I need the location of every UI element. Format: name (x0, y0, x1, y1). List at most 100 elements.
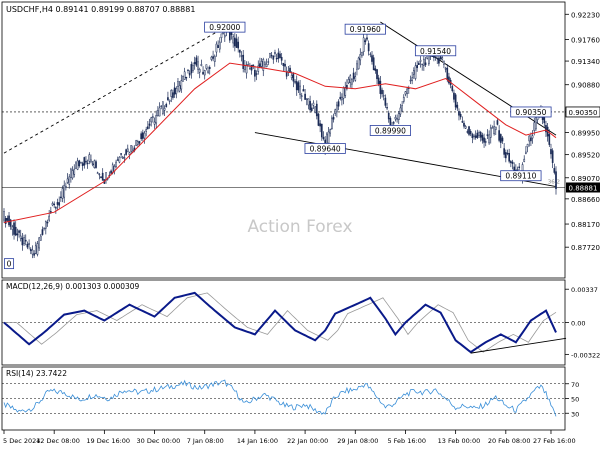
candle-body (33, 253, 35, 256)
candle-body (486, 134, 489, 136)
candle-body (466, 131, 469, 133)
candle-body (471, 134, 474, 138)
candle-body (481, 134, 484, 141)
candle-body (232, 36, 234, 44)
candle-body (71, 170, 74, 179)
time-tick-label: 14 Jan 16:00 (237, 437, 278, 445)
price-annotation-label: 0.91540 (420, 47, 451, 56)
candle-body (178, 85, 181, 92)
candle-body (50, 211, 52, 213)
candle-body (498, 130, 500, 141)
candle-body (377, 77, 380, 84)
candle-body (101, 172, 104, 181)
candle-body (270, 54, 273, 57)
candle-body (239, 49, 241, 53)
macd-label: MACD(12,26,9) 0.001303 0.000309 (6, 282, 140, 291)
candle-body (267, 61, 270, 63)
candle-body (376, 69, 378, 80)
candle-body (361, 52, 363, 56)
candle-body (55, 207, 57, 209)
candle-body (469, 131, 472, 135)
candle-body (327, 131, 330, 144)
candle-body (143, 132, 146, 139)
candle-body (250, 64, 253, 71)
candle-body (364, 40, 367, 43)
candle-body (76, 160, 79, 170)
candle-body (56, 202, 59, 205)
candle-body (402, 96, 405, 102)
price-annotation-box (304, 143, 346, 154)
candle-body (374, 68, 377, 71)
candle-body (297, 82, 300, 91)
candle-body (205, 64, 208, 69)
candle-body (342, 87, 345, 99)
candle-body (252, 64, 255, 67)
candle-body (116, 159, 119, 161)
candle-body (93, 160, 96, 168)
candle-body (96, 172, 99, 174)
candle-body (312, 102, 315, 106)
candle-body (389, 118, 392, 126)
candle-body (468, 126, 470, 135)
candle-body (63, 184, 66, 198)
candle-body (511, 161, 514, 164)
candle-body (90, 159, 92, 163)
candle-body (188, 73, 191, 76)
time-tick-label: 22 Jan 00:00 (287, 437, 328, 445)
candle-body (140, 133, 142, 140)
candle-body (414, 65, 417, 79)
price-tick-label: 0.89950 (571, 130, 600, 138)
price-annotation-box (414, 45, 457, 57)
candle-body (550, 149, 552, 155)
candle-body (136, 141, 139, 145)
candle-body (44, 221, 47, 229)
candle-body (210, 56, 213, 60)
candle-body (501, 137, 504, 142)
candle-body (463, 122, 465, 127)
candle-body (53, 203, 56, 206)
price-annotation-box (500, 170, 542, 182)
macd-trendline (470, 337, 567, 354)
candle-body (185, 76, 188, 79)
candle-body (369, 53, 372, 56)
candle-body (220, 33, 223, 39)
candle-body (290, 74, 293, 79)
candle-body (39, 235, 42, 241)
candle-body (516, 169, 519, 171)
candle-body (190, 64, 193, 74)
candle-body (175, 88, 178, 95)
price-tick-label: 0.88660 (571, 196, 600, 204)
candle-body (100, 176, 102, 179)
candle-body (155, 115, 158, 124)
candle-body (531, 135, 534, 139)
candle-body (83, 157, 86, 166)
candle-body (386, 107, 388, 109)
candle-body (165, 104, 168, 108)
candle-body (167, 97, 169, 101)
time-tick-label: 20 Feb 08:00 (488, 437, 531, 445)
candle-body (451, 86, 454, 92)
candle-body (115, 161, 117, 168)
candle-body (456, 104, 459, 109)
candle-body (387, 112, 390, 120)
price-annotation-label: 0.92000 (209, 23, 240, 32)
candle-body (347, 79, 350, 84)
price-annotation-box (344, 23, 386, 35)
candle-body (3, 211, 5, 221)
candle-body (351, 79, 353, 85)
candle-body (123, 157, 126, 159)
candle-body (38, 237, 40, 249)
candle-body (352, 72, 355, 79)
candle-body (46, 221, 49, 224)
trendline (3, 24, 231, 154)
candle-body (553, 168, 556, 173)
price-annotation-box (204, 21, 246, 33)
candle-body (257, 65, 260, 72)
candle-body (235, 38, 238, 48)
candle-body (334, 109, 337, 115)
candle-body (24, 239, 27, 242)
candle-body (86, 162, 89, 165)
candle-body (218, 41, 221, 50)
candle-body (208, 67, 211, 70)
candle-body (294, 81, 296, 83)
